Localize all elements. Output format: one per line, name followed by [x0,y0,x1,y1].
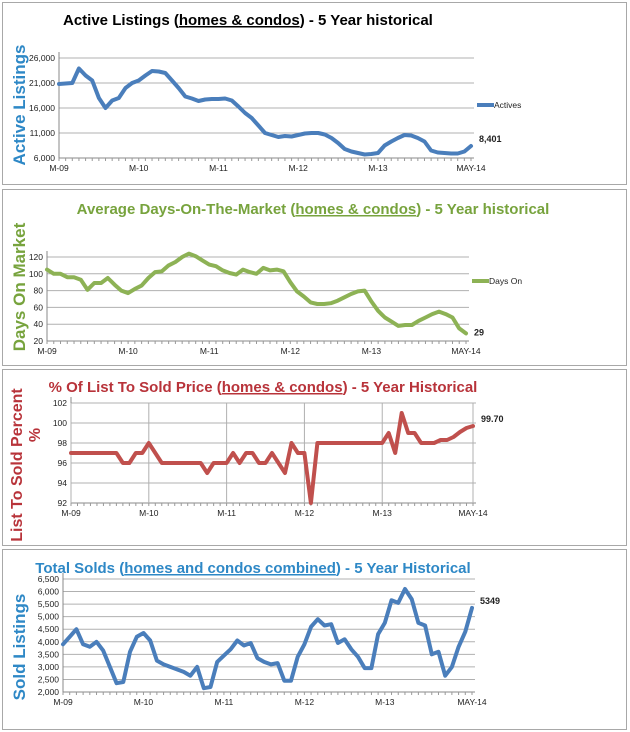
y-tick-label: 100 [53,418,67,428]
series-line [45,251,468,336]
y-tick-label: 80 [34,286,44,296]
chart-title-part: % Of List To Sold Price ( [49,379,222,396]
y-tick-label: 100 [29,269,43,279]
chart-title-underlined: homes and condos combined [124,560,336,577]
x-tick-label: M-12 [295,697,315,707]
y-tick-label: 4,000 [38,637,60,647]
y-tick-label: 5,500 [38,599,60,609]
chart-panel-total-solds: Total Solds (homes and condos combined) … [2,549,627,730]
y-tick-label: 94 [58,478,68,488]
y-tick-label: 11,000 [30,128,56,138]
chart-title-part: ) - 5 Year historical [300,12,433,29]
legend-label: Actives [494,100,521,110]
x-tick-label: M-09 [53,697,73,707]
series-line [61,587,474,691]
x-tick-label: M-13 [362,346,382,356]
end-value-label: 5349 [480,596,500,606]
y-tick-label: 60 [34,302,44,312]
chart-title-part: Active Listings ( [63,12,179,29]
y-tick-label: 21,000 [29,78,55,88]
y-axis-title: Days On Market [10,222,29,351]
x-tick-label: MAY-14 [457,697,487,707]
y-tick-label: 3,000 [38,662,60,672]
chart-list-to-sold: % Of List To Sold Price (homes & condos)… [9,379,504,542]
y-tick-label: 102 [53,398,67,408]
end-value-label: 29 [474,327,484,337]
y-tick-label: 96 [58,458,68,468]
end-value-label: 99.70 [481,414,504,424]
y-tick-label: 2,500 [38,674,60,684]
series-line [69,411,475,505]
chart-title: % Of List To Sold Price (homes & condos)… [49,379,478,396]
chart-total-solds: Total Solds (homes and condos combined) … [10,560,500,707]
x-tick-label: M-11 [217,508,236,518]
y-tick-label: 92 [58,498,68,508]
y-tick-label: 2,000 [38,687,60,697]
y-tick-label: 4,500 [38,624,60,634]
chart-panel-days-on-market: Average Days-On-The-Market (homes & cond… [2,189,627,366]
chart-panel-active-listings: Active Listings (homes & condos) - 5 Yea… [2,2,627,185]
y-tick-label: 3,500 [38,649,60,659]
x-tick-label: M-09 [49,163,69,173]
series-line [57,66,473,157]
y-axis-title-line2: % [27,428,44,442]
x-tick-label: MAY-14 [458,508,488,518]
x-tick-label: M-10 [118,346,138,356]
chart-title-underlined: homes & condos [295,201,416,218]
y-tick-label: 6,500 [38,574,60,584]
chart-days-on-market: Average Days-On-The-Market (homes & cond… [10,201,550,356]
chart-title: Total Solds (homes and condos combined) … [35,560,470,577]
y-tick-label: 120 [29,252,43,262]
y-tick-label: 98 [58,438,68,448]
x-tick-label: M-13 [368,163,388,173]
x-tick-label: M-11 [200,346,219,356]
chart-title: Average Days-On-The-Market (homes & cond… [77,201,550,218]
y-tick-label: 6,000 [34,153,56,163]
x-tick-label: MAY-14 [456,163,486,173]
x-tick-label: M-10 [139,508,159,518]
chart-title-part: ) - 5 Year historical [416,201,549,218]
x-tick-label: M-09 [37,346,57,356]
x-tick-label: M-12 [289,163,309,173]
x-tick-label: M-11 [215,697,234,707]
chart-title-part: ) - 5 Year Historical [343,379,478,396]
x-tick-label: MAY-14 [451,346,481,356]
chart-title-part: ) - 5 Year Historical [336,560,471,577]
chart-title: Active Listings (homes & condos) - 5 Yea… [63,12,433,29]
x-tick-label: M-10 [134,697,154,707]
y-axis-title: Sold Listings [10,594,29,701]
y-tick-label: 40 [34,319,44,329]
chart-title-part: Total Solds ( [35,560,124,577]
chart-active-listings: Active Listings (homes & condos) - 5 Yea… [10,12,521,173]
x-tick-label: M-13 [373,508,393,518]
y-tick-label: 20 [34,336,44,346]
y-tick-label: 16,000 [29,103,55,113]
x-tick-label: M-11 [209,163,228,173]
y-tick-label: 6,000 [38,587,60,597]
x-tick-label: M-12 [295,508,315,518]
x-tick-label: M-10 [129,163,149,173]
x-tick-label: M-09 [61,508,81,518]
y-tick-label: 26,000 [29,53,55,63]
legend-label: Days On [489,276,522,286]
x-tick-label: M-13 [375,697,395,707]
chart-panel-list-to-sold: % Of List To Sold Price (homes & condos)… [2,369,627,546]
x-tick-label: M-12 [281,346,301,356]
y-axis-title: Active Listings [10,45,29,166]
y-tick-label: 5,000 [38,612,60,622]
y-axis-title: List To Sold Percent [9,388,26,542]
chart-title-underlined: homes & condos [179,12,300,29]
chart-title-part: Average Days-On-The-Market ( [77,201,296,218]
chart-title-underlined: homes & condos [222,379,343,396]
end-value-label: 8,401 [479,134,502,144]
